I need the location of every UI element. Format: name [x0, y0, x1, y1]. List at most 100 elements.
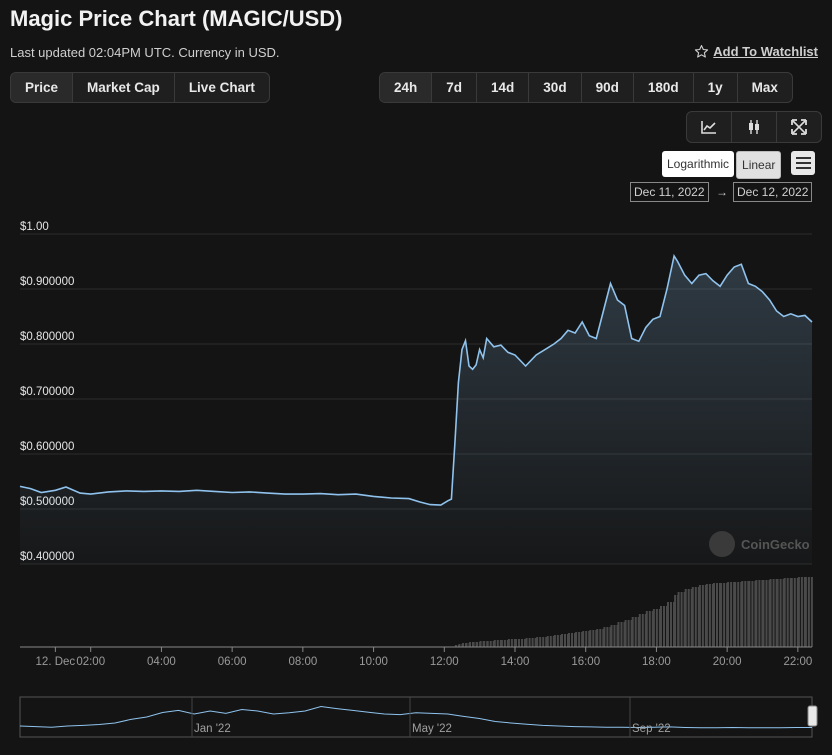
- volume-bar: [545, 637, 548, 647]
- x-tick-label: 12. Dec: [36, 656, 76, 668]
- volume-bar: [698, 585, 701, 647]
- range-14d[interactable]: 14d: [477, 73, 530, 102]
- tab-market-cap[interactable]: Market Cap: [73, 73, 175, 102]
- date-range-arrow: →: [716, 185, 728, 199]
- volume-bar: [521, 639, 523, 647]
- volume-bar: [571, 633, 573, 647]
- volume-bar: [476, 642, 479, 647]
- linear-button[interactable]: Linear: [736, 151, 782, 179]
- volume-bar: [556, 635, 559, 647]
- navigator-tick-label: Sep '22: [632, 723, 671, 735]
- volume-bar: [776, 579, 779, 647]
- time-range-tabs: 24h 7d 14d 30d 90d 180d 1y Max: [379, 72, 793, 103]
- volume-bar: [741, 581, 744, 647]
- menu-icon-bar: [795, 162, 811, 164]
- volume-bar: [684, 589, 687, 647]
- volume-bar: [713, 583, 715, 647]
- volume-bar: [465, 643, 468, 647]
- volume-bar: [796, 578, 799, 647]
- x-tick-label: 04:00: [147, 656, 176, 668]
- volume-bar: [694, 587, 697, 647]
- x-tick-label: 10:00: [359, 656, 388, 668]
- fullscreen-button[interactable]: [777, 112, 821, 142]
- volume-bar: [645, 611, 648, 647]
- date-to-input[interactable]: Dec 12, 2022: [733, 182, 813, 202]
- volume-bar: [807, 577, 810, 647]
- volume-bar: [762, 580, 765, 647]
- volume-bar: [690, 589, 693, 647]
- volume-bar: [782, 579, 785, 647]
- volume-bar: [810, 577, 813, 647]
- logarithmic-button[interactable]: Logarithmic: [662, 151, 735, 177]
- volume-bar: [655, 609, 658, 647]
- date-from-input[interactable]: Dec 11, 2022: [630, 182, 709, 202]
- volume-bar: [734, 582, 737, 647]
- volume-bar: [683, 592, 686, 647]
- volume-bar: [687, 589, 690, 647]
- x-tick-label: 12:00: [430, 656, 459, 668]
- volume-bar: [559, 635, 562, 647]
- volume-bar: [603, 627, 606, 647]
- fullscreen-icon: [791, 119, 807, 135]
- volume-bar: [783, 578, 786, 647]
- volume-bar: [701, 585, 704, 647]
- tab-live-chart[interactable]: Live Chart: [188, 80, 255, 95]
- range-30d[interactable]: 30d: [529, 73, 582, 102]
- range-24h[interactable]: 24h: [380, 73, 433, 102]
- volume-bar: [524, 639, 526, 647]
- volume-bar: [599, 629, 602, 647]
- volume-bar: [747, 581, 750, 647]
- range-max[interactable]: Max: [751, 80, 778, 95]
- volume-bar: [772, 579, 775, 647]
- navigator-handle[interactable]: [807, 705, 818, 727]
- volume-bar: [769, 579, 772, 647]
- volume-bar: [496, 640, 499, 647]
- volume-bar: [789, 578, 792, 647]
- volume-bar: [670, 602, 672, 647]
- volume-bar: [499, 640, 502, 647]
- navigator-tick-label: May '22: [412, 723, 452, 735]
- chart-menu-button[interactable]: [791, 151, 815, 175]
- volume-bar: [638, 614, 641, 647]
- volume-bar: [637, 617, 640, 647]
- volume-bar: [552, 636, 555, 647]
- volume-bar: [708, 584, 711, 647]
- volume-bar: [613, 625, 616, 647]
- tab-price[interactable]: Price: [11, 73, 74, 102]
- line-chart-button[interactable]: [687, 112, 732, 142]
- volume-bar: [492, 641, 495, 647]
- range-7d[interactable]: 7d: [432, 73, 478, 102]
- volume-bar: [539, 637, 542, 647]
- volume-bar: [581, 632, 584, 647]
- volume-bar: [610, 625, 613, 647]
- volume-bar: [723, 583, 726, 647]
- navigator[interactable]: Jan '22 May '22 Sep '22: [19, 696, 818, 738]
- volume-bar: [510, 639, 513, 647]
- volume-bar: [730, 582, 733, 647]
- range-90d[interactable]: 90d: [582, 73, 634, 102]
- volume-bar: [507, 639, 510, 647]
- menu-icon-bar: [795, 157, 811, 159]
- volume-bar: [582, 631, 585, 647]
- volume-bar: [454, 645, 457, 647]
- volume-bar: [630, 620, 633, 647]
- price-line: [19, 253, 813, 506]
- volume-bar: [589, 630, 592, 647]
- volume-bar: [596, 629, 599, 647]
- volume-bar: [790, 578, 793, 647]
- volume-bar: [585, 631, 588, 647]
- volume-bar: [631, 617, 634, 647]
- coingecko-logo-icon: [709, 531, 735, 557]
- range-1y[interactable]: 1y: [694, 73, 738, 102]
- volume-bar: [651, 611, 654, 647]
- y-tick-label: $0.600000: [20, 441, 74, 453]
- add-to-watchlist-link[interactable]: Add To Watchlist: [694, 44, 818, 59]
- volume-bar: [592, 630, 595, 647]
- volume-bar: [503, 640, 506, 647]
- volume-bar: [711, 584, 714, 647]
- volume-bar: [623, 622, 626, 647]
- volume-bar: [574, 633, 576, 647]
- range-180d[interactable]: 180d: [634, 73, 694, 102]
- volume-bar: [525, 638, 528, 647]
- candlestick-button[interactable]: [732, 112, 777, 142]
